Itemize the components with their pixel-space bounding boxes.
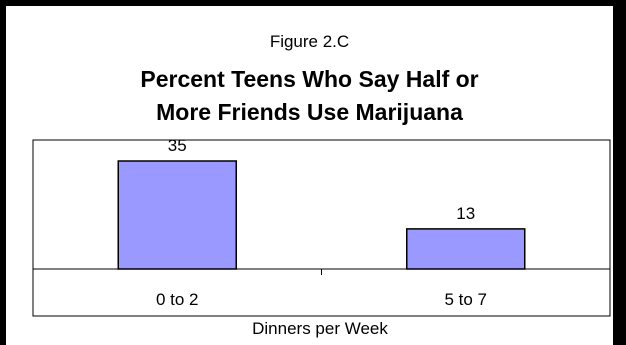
x-tick-label-1: 0 to 2 [156,290,199,309]
bar-1 [118,161,236,269]
data-label-1: 35 [168,136,187,155]
data-label-2: 13 [456,204,475,223]
x-axis-title: Dinners per Week [252,319,388,338]
x-tick-label-2: 5 to 7 [444,290,487,309]
bar-2 [407,229,525,269]
